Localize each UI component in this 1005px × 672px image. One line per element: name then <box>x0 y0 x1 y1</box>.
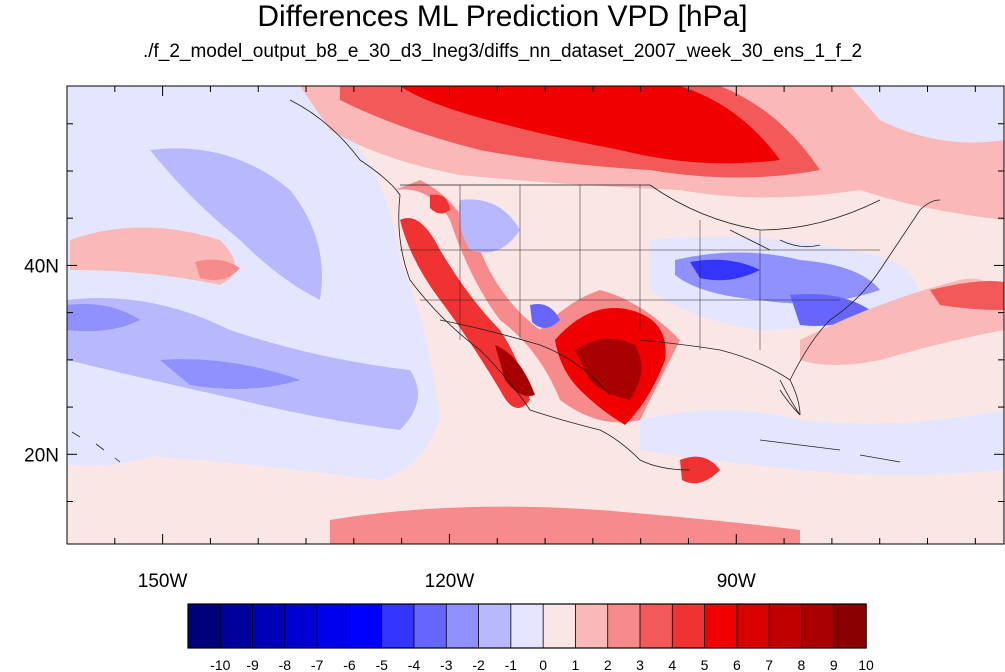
colorbar-box <box>768 603 803 649</box>
contour-pacific-pink-west <box>70 227 235 285</box>
caribbean-islands-outline <box>759 439 901 463</box>
contour-pacific-blue-north <box>150 148 322 300</box>
hawaii-islands-outline <box>71 431 121 463</box>
florida-outline <box>779 379 801 416</box>
colorbar-label: -9 <box>246 657 259 672</box>
map-plot-area: 150W 120W 90W 40N 20N <box>24 85 1005 592</box>
colorbar-label: 4 <box>668 657 676 672</box>
contour-gulf-light-blue <box>640 410 1004 475</box>
lat-tick-label: 40N <box>24 256 59 277</box>
colorbar-box <box>671 603 706 649</box>
colorbar-label: 7 <box>765 657 773 672</box>
contour-pacific-red-spot <box>195 259 240 281</box>
great-lakes-outline <box>729 229 821 251</box>
colorbar-box <box>704 603 738 649</box>
colorbar-label: -10 <box>210 657 230 672</box>
contour-midwest-blue-core <box>690 259 760 281</box>
colorbar-label: 2 <box>604 657 612 672</box>
colorbar-label: 0 <box>539 657 547 672</box>
contour-idaho-red <box>430 194 450 214</box>
colorbar-label: 6 <box>733 657 741 672</box>
north-america-coastline <box>289 99 941 471</box>
colorbar-label: -5 <box>375 657 388 672</box>
colorbar-label: -4 <box>408 657 421 672</box>
contour-northeast-light-blue <box>850 86 1004 143</box>
contour-texas-dark-red <box>575 338 642 400</box>
colorbar-label: -8 <box>279 657 292 672</box>
map-tick-labels: 150W 120W 90W 40N 20N <box>24 256 756 592</box>
colorbar-box <box>413 603 447 649</box>
colorbar-box <box>316 603 351 649</box>
colorbar-label: 3 <box>636 657 644 672</box>
colorbar-box <box>833 603 867 649</box>
colorbar-box <box>445 603 480 649</box>
colorbar-box <box>252 603 286 649</box>
colorbar-box <box>736 603 770 649</box>
colorbar-box <box>187 603 221 649</box>
lon-tick-label: 120W <box>425 571 475 592</box>
contour-canada-red-core <box>400 86 780 164</box>
colorbar-box <box>575 603 609 649</box>
contour-caribbean-red <box>680 456 720 484</box>
colorbar-box <box>542 603 577 649</box>
colorbar-label: -6 <box>343 657 356 672</box>
contour-west-coast-red <box>400 218 530 408</box>
colorbar-box <box>639 603 673 649</box>
contour-atlantic-red <box>930 281 1004 310</box>
contour-fields <box>67 86 1004 544</box>
colorbar-label: 9 <box>830 657 838 672</box>
colorbar-box <box>607 603 641 649</box>
colorbar-box <box>349 603 383 649</box>
contour-pacific-blue-core <box>67 304 140 332</box>
us-state-lines <box>400 185 880 350</box>
colorbar-box <box>801 603 835 649</box>
colorbar-label: 1 <box>572 657 580 672</box>
colorbar-label: -1 <box>505 657 518 672</box>
contour-baja-dark-red <box>495 345 535 396</box>
colorbar-box <box>478 603 512 649</box>
contour-arizona-blue <box>530 304 560 329</box>
colorbar-label: -3 <box>440 657 453 672</box>
colorbar-label: 8 <box>798 657 806 672</box>
colorbar-box <box>284 603 318 649</box>
map-ticks <box>66 86 1004 544</box>
us-mexico-border <box>439 319 611 396</box>
coastline-outlines <box>71 99 941 471</box>
lon-tick-label: 90W <box>717 571 756 592</box>
contour-pacific-blue-core-2 <box>160 359 300 389</box>
lon-tick-label: 150W <box>138 571 188 592</box>
colorbar-label: -2 <box>472 657 485 672</box>
lat-tick-label: 20N <box>24 445 59 466</box>
map-frame <box>66 85 1005 545</box>
contour-hawaii-light-blue <box>67 420 180 466</box>
colorbar: -10 -9 -8 -7 -6 -5 -4 -3 -2 -1 0 1 2 3 4 5 6 7 8 9 10 <box>187 603 874 672</box>
colorbar-label: 10 <box>858 657 874 672</box>
colorbar-label: 5 <box>701 657 709 672</box>
colorbar-box <box>219 603 254 649</box>
contour-pacific-red-streak <box>330 506 800 544</box>
page-title: Differences ML Prediction VPD [hPa] <box>257 0 748 33</box>
page-subtitle: ./f_2_model_output_b8_e_30_d3_lneg3/diff… <box>142 41 863 62</box>
colorbar-box <box>381 603 415 649</box>
colorbar-box <box>510 603 544 649</box>
colorbar-frame <box>187 603 867 649</box>
contour-pacific-blue-band <box>67 298 418 430</box>
contour-north-plains-blue <box>458 199 520 253</box>
colorbar-label: -7 <box>311 657 324 672</box>
